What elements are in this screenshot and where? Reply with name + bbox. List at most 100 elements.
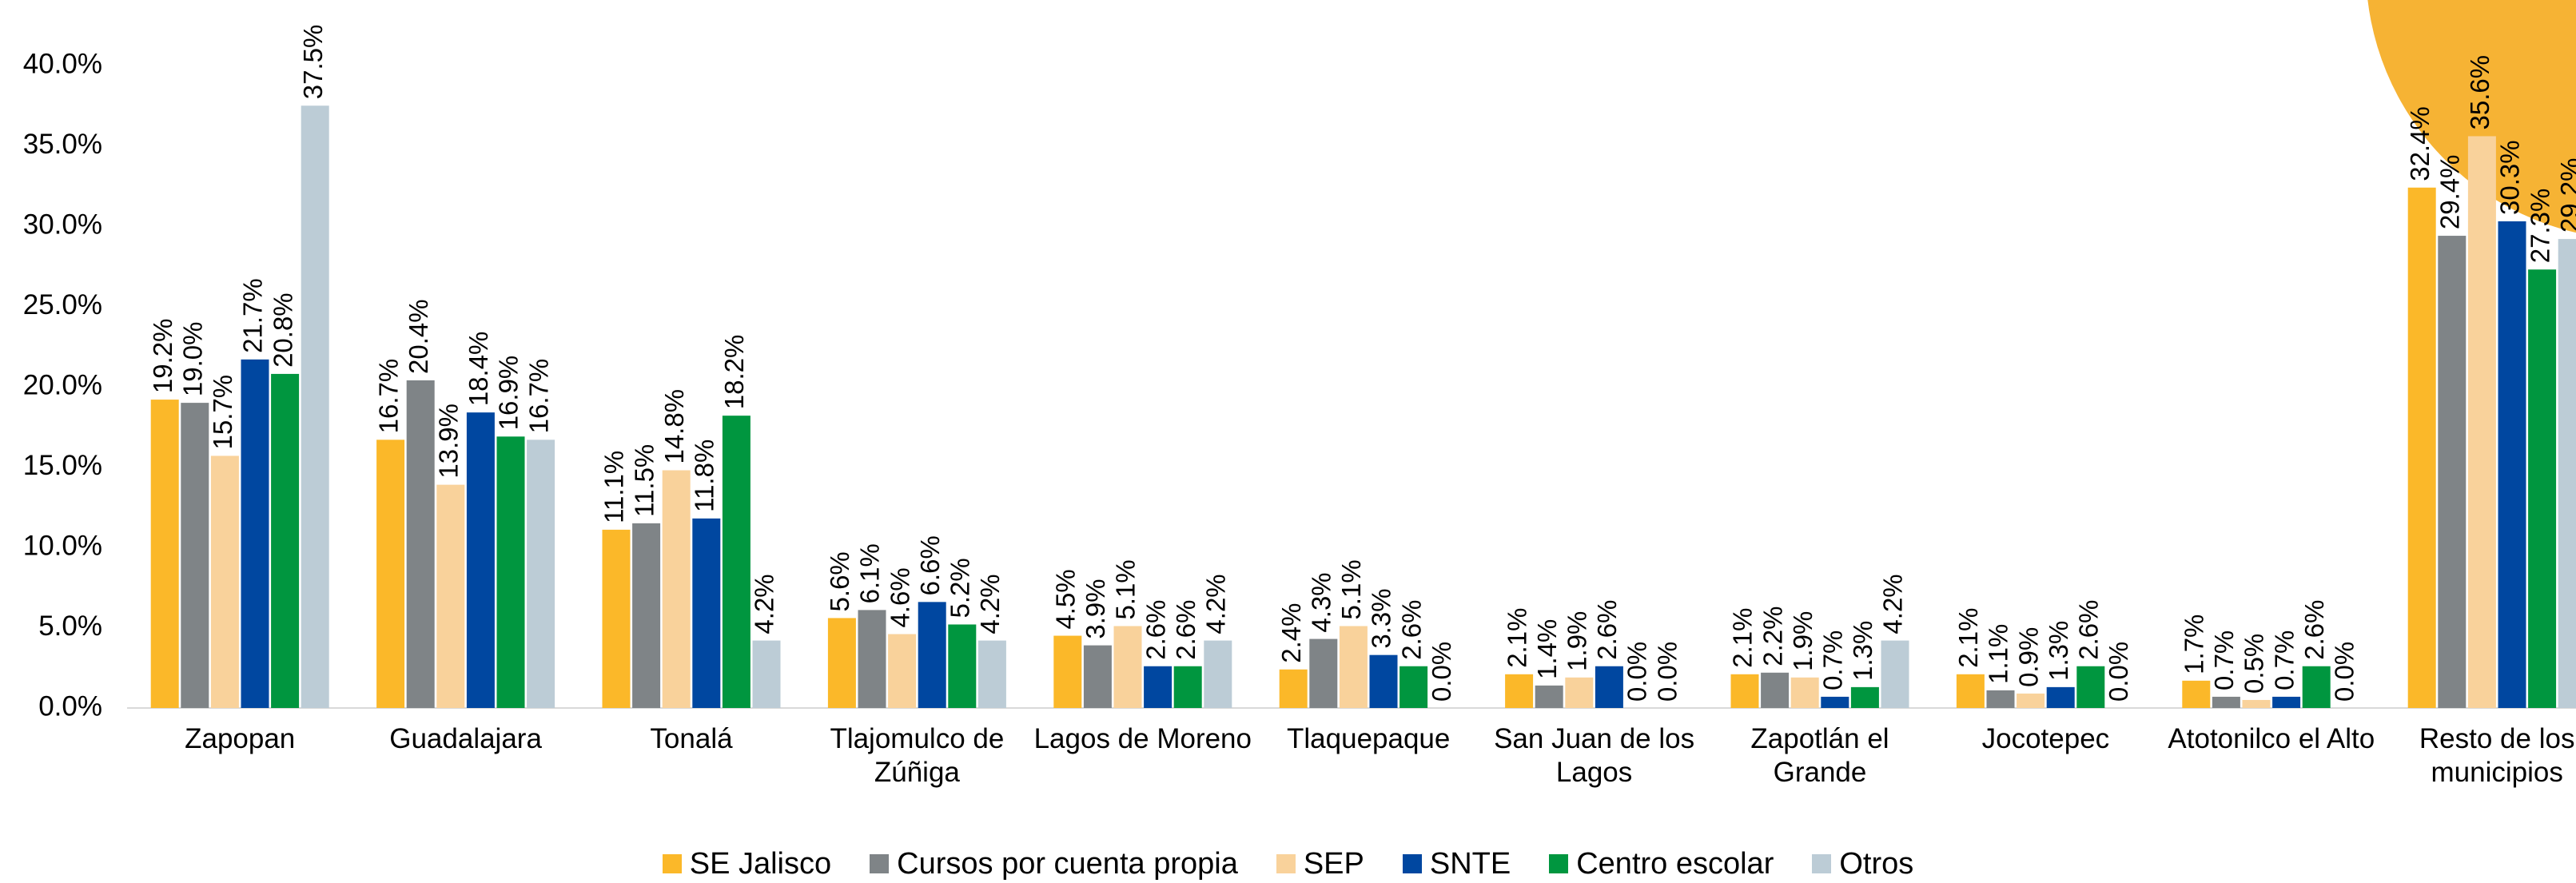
data-label: 2.6% bbox=[1171, 600, 1200, 660]
x-tick-label: Tonalá bbox=[579, 722, 803, 756]
bar bbox=[692, 519, 720, 708]
bar bbox=[1280, 670, 1308, 708]
bar bbox=[1370, 655, 1398, 708]
data-label: 16.7% bbox=[373, 359, 403, 434]
data-label: 19.0% bbox=[178, 322, 208, 397]
bar bbox=[2498, 221, 2526, 708]
data-label: 1.4% bbox=[1532, 619, 1562, 679]
bar bbox=[1144, 666, 1172, 708]
data-label: 0.0% bbox=[1652, 642, 1682, 702]
bar bbox=[301, 105, 329, 708]
bar bbox=[753, 641, 781, 708]
x-tick-label: Lagos de Moreno bbox=[1031, 722, 1255, 756]
data-label: 14.8% bbox=[659, 389, 689, 464]
data-label: 3.3% bbox=[1367, 588, 1396, 648]
data-label: 18.4% bbox=[464, 332, 493, 407]
data-label: 0.9% bbox=[2013, 627, 2043, 687]
x-tick-label: Tlajomulco de Zúñiga bbox=[805, 722, 1029, 790]
x-tick-label: Resto de los municipios bbox=[2385, 722, 2576, 790]
data-label: 18.2% bbox=[719, 335, 749, 410]
data-label: 30.3% bbox=[2495, 140, 2525, 215]
data-label: 0.0% bbox=[2104, 642, 2133, 702]
bar bbox=[2047, 687, 2075, 708]
data-label: 20.4% bbox=[404, 299, 433, 374]
bar bbox=[1595, 666, 1623, 708]
bar bbox=[151, 400, 179, 708]
bar bbox=[467, 412, 495, 708]
bar bbox=[1957, 674, 1985, 708]
x-tick-label: Jocotepec bbox=[1933, 722, 2157, 756]
data-label: 5.6% bbox=[825, 551, 854, 611]
data-label: 4.2% bbox=[1878, 574, 1908, 634]
bar bbox=[1987, 690, 2015, 708]
bar bbox=[1309, 639, 1337, 708]
x-tick-label: Zapotlán el Grande bbox=[1708, 722, 1932, 790]
bar bbox=[181, 403, 209, 708]
legend-label: Cursos por cuenta propia bbox=[897, 845, 1238, 882]
legend-item: Centro escolar bbox=[1549, 845, 1774, 882]
data-label: 1.1% bbox=[1984, 624, 2013, 684]
bar bbox=[1761, 673, 1789, 708]
x-tick-label: Tlaquepaque bbox=[1256, 722, 1480, 756]
bar bbox=[1535, 686, 1563, 708]
bar bbox=[1084, 646, 1112, 708]
bar bbox=[1399, 666, 1427, 708]
data-label: 1.9% bbox=[1788, 611, 1818, 671]
data-label: 0.0% bbox=[1622, 642, 1652, 702]
legend-item: SNTE bbox=[1403, 845, 1511, 882]
data-label: 2.6% bbox=[2074, 600, 2104, 660]
data-label: 16.9% bbox=[494, 356, 524, 431]
page: {"chart_data": { "type": "bar", "categor… bbox=[0, 0, 2576, 883]
data-label: 19.2% bbox=[148, 319, 177, 394]
bar bbox=[858, 610, 886, 708]
bar bbox=[376, 440, 404, 708]
data-label: 6.6% bbox=[915, 535, 945, 595]
legend-swatch bbox=[1276, 854, 1296, 873]
y-tick-label: 10.0% bbox=[23, 530, 102, 561]
data-label: 2.1% bbox=[1502, 608, 1531, 668]
x-tick-label: Atotonilco el Alto bbox=[2160, 722, 2383, 756]
data-label: 5.2% bbox=[946, 558, 975, 618]
data-label: 2.6% bbox=[1396, 600, 1426, 660]
data-label: 6.1% bbox=[855, 543, 885, 603]
data-label: 2.6% bbox=[2299, 600, 2329, 660]
legend-label: SNTE bbox=[1430, 845, 1511, 882]
legend: SE Jalisco Cursos por cuenta propia SEP SNT… bbox=[0, 845, 2576, 882]
bar bbox=[241, 360, 269, 708]
data-label: 1.3% bbox=[1848, 621, 1877, 681]
bar bbox=[1340, 626, 1368, 708]
legend-item: SE Jalisco bbox=[663, 845, 831, 882]
data-label: 2.6% bbox=[1592, 600, 1622, 660]
y-tick-label: 20.0% bbox=[23, 369, 102, 400]
legend-swatch bbox=[1812, 854, 1831, 873]
bar bbox=[2438, 236, 2466, 708]
bar bbox=[948, 624, 976, 708]
bar bbox=[828, 618, 856, 708]
data-label: 0.0% bbox=[2330, 642, 2359, 702]
bar bbox=[527, 440, 555, 708]
data-label: 4.6% bbox=[885, 567, 914, 627]
bar bbox=[603, 530, 631, 708]
data-label: 4.3% bbox=[1307, 572, 1336, 632]
legend-label: SEP bbox=[1304, 845, 1364, 882]
bar bbox=[663, 471, 691, 708]
data-label: 11.1% bbox=[599, 451, 629, 523]
bar bbox=[211, 455, 239, 708]
y-tick-label: 5.0% bbox=[38, 611, 102, 642]
data-label: 4.5% bbox=[1051, 569, 1081, 629]
x-tick-label: Guadalajara bbox=[354, 722, 578, 756]
data-label: 5.1% bbox=[1336, 559, 1366, 619]
data-label: 35.6% bbox=[2465, 55, 2494, 130]
bar bbox=[1881, 641, 1909, 708]
bar bbox=[2558, 239, 2576, 708]
data-label: 2.1% bbox=[1953, 608, 1983, 668]
data-label: 0.7% bbox=[2209, 630, 2239, 690]
data-label: 20.8% bbox=[268, 292, 297, 368]
data-label: 2.1% bbox=[1728, 608, 1758, 668]
bar bbox=[2528, 269, 2556, 708]
bar bbox=[888, 634, 916, 708]
bar bbox=[1204, 641, 1232, 708]
legend-swatch bbox=[870, 854, 889, 873]
bar bbox=[2303, 666, 2331, 708]
bar bbox=[1114, 626, 1142, 708]
